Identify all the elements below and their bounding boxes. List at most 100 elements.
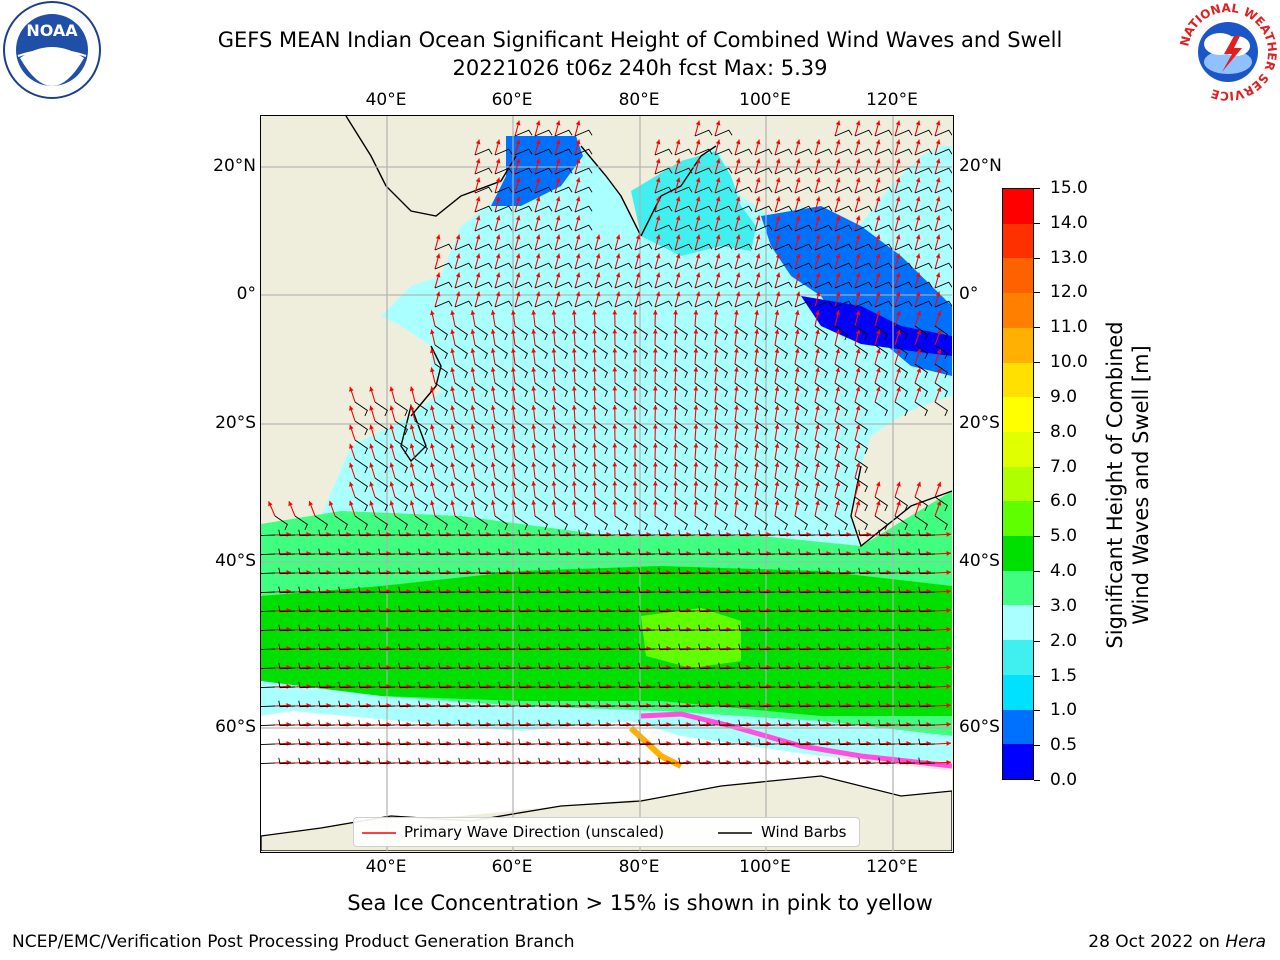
colorbar-tick-label: 2.0	[1050, 630, 1078, 651]
wind-barb	[474, 458, 488, 474]
wave-arrow-head	[389, 462, 395, 468]
wind-barb	[918, 643, 936, 651]
wave-arrow-head	[815, 424, 820, 430]
wave-arrow-head	[735, 291, 741, 297]
wave-arrow-head	[946, 589, 951, 594]
wave-arrow-head	[774, 329, 780, 334]
wave-arrow-head	[754, 481, 760, 486]
wind-barb	[414, 458, 428, 474]
wind-barb	[261, 705, 276, 708]
wave-arrow-head	[571, 481, 577, 486]
wind-barb	[578, 738, 596, 746]
wind-barb	[914, 325, 928, 341]
wave-arrow-head	[794, 348, 800, 354]
wind-barb	[398, 738, 416, 746]
wind-barb	[594, 325, 608, 341]
wind-barb	[714, 325, 728, 341]
wind-barb	[898, 605, 916, 613]
wave-arrow-head	[369, 424, 374, 430]
wave-arrow-head	[835, 481, 841, 487]
wind-barb	[658, 529, 676, 537]
wave-arrow-head	[815, 177, 821, 183]
wave-arrow-head	[495, 253, 501, 259]
wave-arrow-head	[555, 196, 561, 202]
wind-barb	[298, 529, 316, 537]
wind-barb	[454, 281, 473, 289]
wind-barb	[494, 300, 513, 308]
wave-arrow-head	[575, 158, 581, 164]
wind-barb	[618, 662, 636, 670]
wind-barb	[418, 757, 436, 765]
wave-arrow-head	[655, 158, 661, 164]
wind-barb	[494, 243, 513, 251]
wave-arrow-head	[450, 500, 455, 506]
wind-barb	[318, 605, 336, 613]
wave-arrow-head	[774, 367, 780, 372]
wind-barb	[514, 477, 528, 493]
wind-barb	[498, 719, 516, 727]
wind-barb	[758, 548, 776, 556]
wave-arrow-head	[430, 310, 435, 316]
wind-barb	[318, 757, 336, 765]
wave-arrow-head	[855, 500, 861, 506]
wind-barb	[798, 700, 816, 708]
wave-arrow-head	[632, 329, 638, 334]
wind-barb	[454, 325, 468, 341]
wind-barb	[814, 205, 833, 213]
wave-arrow-head	[652, 386, 658, 391]
wind-barb	[358, 757, 376, 765]
wind-barb	[774, 382, 788, 398]
wind-barb	[558, 757, 576, 765]
wind-barb	[898, 567, 916, 575]
wind-barb	[554, 148, 573, 156]
wind-barb	[578, 700, 596, 708]
wind-barb	[514, 281, 533, 289]
wave-arrow-head	[735, 215, 741, 221]
wave-arrow-head	[551, 386, 557, 391]
wave-arrow-head	[450, 367, 455, 373]
wind-barb	[914, 363, 928, 379]
wave-arrow-head	[450, 443, 455, 449]
wind-barb	[378, 757, 396, 765]
wind-barb	[474, 205, 493, 213]
wind-barb	[278, 567, 296, 575]
wind-barb	[358, 529, 376, 537]
wave-arrow-head	[535, 291, 541, 297]
wind-barb	[298, 567, 316, 575]
wind-barb	[818, 662, 836, 670]
wind-barb	[934, 262, 953, 270]
wind-barb	[854, 420, 868, 436]
wave-arrow-head	[652, 424, 658, 429]
wind-barb	[494, 515, 508, 531]
wind-barb	[894, 167, 913, 175]
wind-barb	[634, 243, 653, 251]
wave-arrow-head	[693, 462, 699, 467]
wind-barb	[374, 439, 388, 455]
wind-barb	[678, 624, 696, 632]
wind-barb	[434, 325, 448, 341]
wave-arrow-head	[795, 234, 801, 240]
wind-barb	[514, 186, 533, 194]
wind-barb	[698, 681, 716, 689]
wave-arrow-head	[946, 703, 951, 708]
wind-barb	[278, 529, 296, 537]
wind-barb	[894, 262, 913, 270]
wind-barb	[278, 586, 296, 594]
wave-arrow-head	[495, 272, 501, 278]
wave-arrow-head	[735, 177, 741, 183]
wind-barb	[718, 567, 736, 575]
wind-barb	[594, 243, 613, 251]
wind-barb	[598, 586, 616, 594]
wave-arrow-head	[713, 310, 719, 315]
wave-arrow-head	[409, 462, 415, 468]
colorbar-tick-label: 0.0	[1050, 770, 1078, 790]
wind-barb	[418, 548, 436, 556]
wind-barb	[658, 681, 676, 689]
wind-barb	[794, 281, 813, 289]
wind-barb	[818, 624, 836, 632]
colorbar-step	[1003, 258, 1033, 294]
wave-arrow-head	[430, 443, 435, 449]
wave-arrow-head	[531, 462, 537, 467]
wind-barb	[798, 738, 816, 746]
wind-barb	[818, 586, 836, 594]
